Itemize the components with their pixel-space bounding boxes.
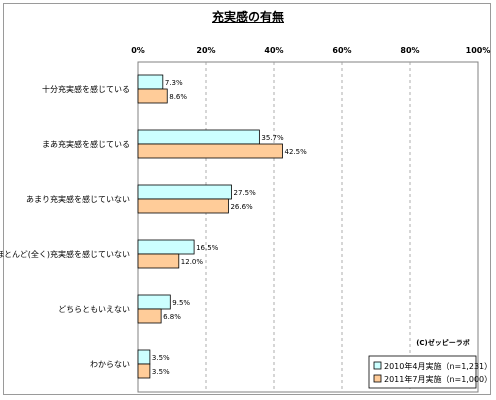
- x-tick-label: 0%: [131, 46, 145, 55]
- value-label: 9.5%: [172, 299, 190, 307]
- x-tick-label: 60%: [332, 46, 351, 55]
- bar: [137, 184, 232, 200]
- x-tick-label: 80%: [400, 46, 419, 55]
- legend-label: 2010年4月実施（n=1,231）: [384, 361, 492, 371]
- legend-box: [368, 355, 477, 389]
- x-tick-label: 20%: [196, 46, 215, 55]
- category-label: わからない: [90, 360, 130, 369]
- bar: [137, 239, 195, 255]
- bar: [137, 349, 151, 365]
- value-label: 16.5%: [196, 244, 219, 252]
- value-label: 35.7%: [261, 134, 284, 142]
- bar: [137, 363, 151, 379]
- value-label: 3.5%: [152, 368, 170, 376]
- bar: [137, 143, 283, 159]
- value-label: 26.6%: [230, 203, 253, 211]
- category-label: 十分充実感を感じている: [42, 84, 130, 94]
- category-label: まあ充実感を感じている: [42, 139, 130, 149]
- legend-label: 2011年7月実施（n=1,000）: [384, 374, 492, 384]
- x-tick-label: 100%: [466, 46, 491, 55]
- bar: [137, 129, 260, 145]
- bar: [137, 294, 171, 310]
- value-label: 8.6%: [169, 93, 187, 101]
- legend-swatch: [373, 374, 382, 383]
- value-label: 7.3%: [165, 79, 183, 87]
- value-label: 6.8%: [163, 313, 181, 321]
- value-label: 27.5%: [234, 189, 257, 197]
- category-label: あまり充実感を感じていない: [26, 194, 130, 204]
- bar: [137, 308, 162, 324]
- value-label: 3.5%: [152, 354, 170, 362]
- category-label: ほとんど(全く)充実感を感じていない: [0, 249, 130, 259]
- value-label: 42.5%: [285, 148, 308, 156]
- x-tick-label: 40%: [264, 46, 283, 55]
- chart-title: 充実感の有無: [211, 10, 284, 24]
- bar: [137, 88, 168, 104]
- category-label: どちらともいえない: [58, 305, 130, 314]
- plot-area: [137, 61, 479, 393]
- credit-text: (C)ゼッピーラボ: [416, 338, 470, 347]
- bar: [137, 253, 180, 269]
- bar: [137, 198, 229, 214]
- value-label: 12.0%: [181, 258, 204, 266]
- legend-swatch: [373, 361, 382, 370]
- bar: [137, 74, 164, 90]
